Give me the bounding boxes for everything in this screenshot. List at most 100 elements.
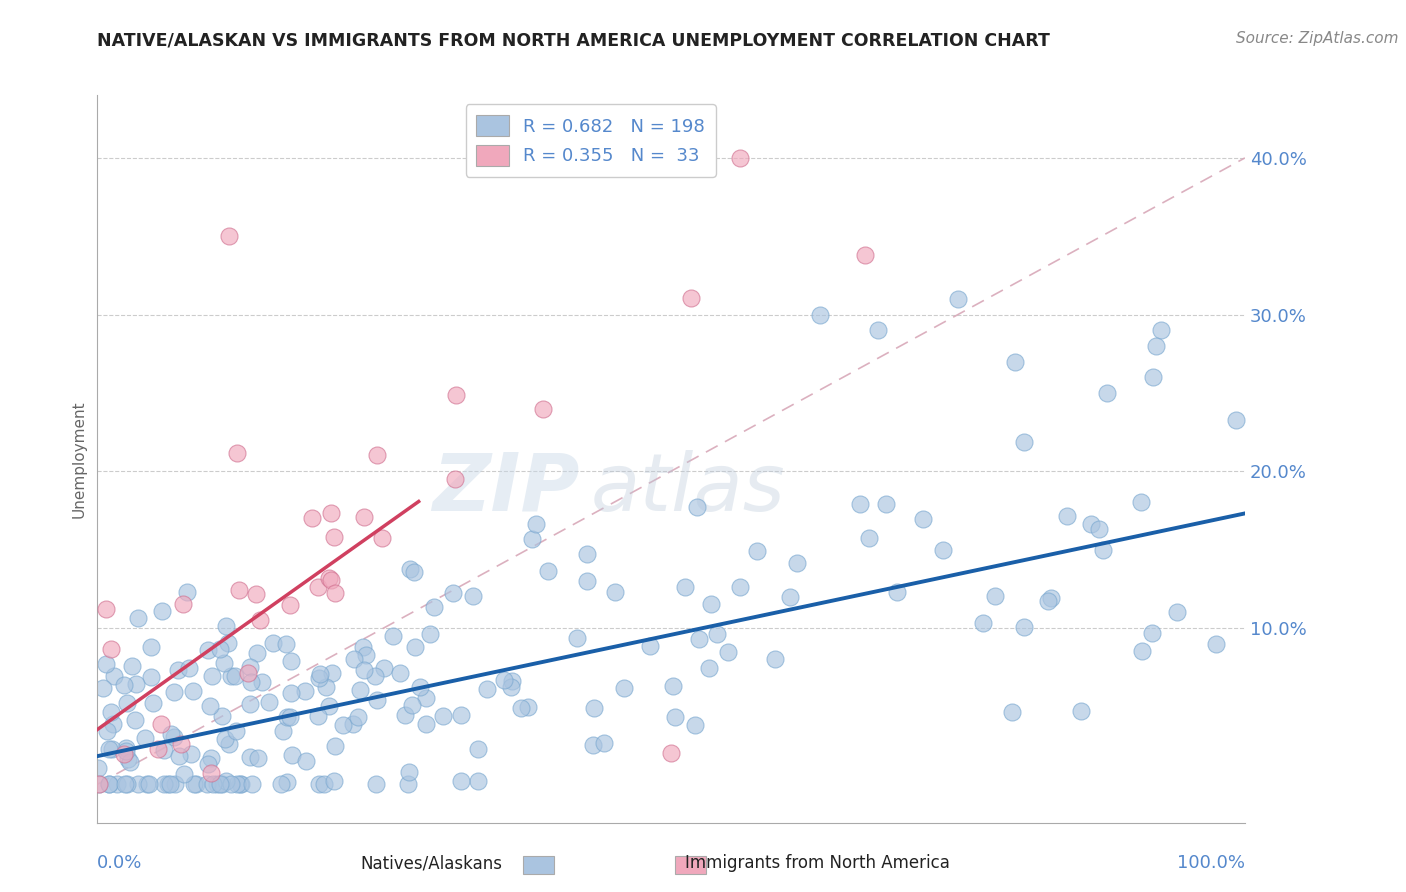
Point — [120, 756, 142, 770]
Point — [124, 713, 146, 727]
Point — [318, 698, 340, 713]
Point — [467, 742, 489, 756]
Point — [1056, 509, 1078, 524]
Point — [866, 323, 889, 337]
Point — [239, 659, 262, 673]
Point — [531, 402, 554, 417]
Point — [323, 739, 346, 754]
Point — [779, 590, 801, 604]
Point — [197, 777, 219, 791]
Point — [323, 774, 346, 789]
Point — [353, 663, 375, 677]
Point — [683, 717, 706, 731]
Point — [318, 571, 340, 585]
Point — [401, 698, 423, 713]
Point — [127, 777, 149, 791]
Point — [103, 669, 125, 683]
Point — [638, 639, 661, 653]
Point — [96, 601, 118, 615]
Point — [153, 742, 176, 756]
Point — [524, 516, 547, 531]
Point — [349, 683, 371, 698]
Point — [278, 598, 301, 612]
Point — [422, 599, 444, 614]
Point — [141, 640, 163, 654]
Point — [271, 723, 294, 738]
Point — [315, 680, 337, 694]
Point — [162, 685, 184, 699]
Point — [1014, 434, 1036, 449]
Point — [160, 727, 183, 741]
Point — [239, 674, 262, 689]
Point — [853, 248, 876, 262]
Y-axis label: Unemployment: Unemployment — [72, 401, 86, 518]
Point — [214, 656, 236, 670]
Point — [517, 699, 540, 714]
Point — [1225, 413, 1247, 427]
Point — [373, 661, 395, 675]
Point — [415, 691, 437, 706]
Point — [613, 681, 636, 695]
Point — [87, 777, 110, 791]
Point — [321, 573, 343, 587]
Point — [932, 542, 955, 557]
Point — [409, 680, 432, 694]
Point — [127, 611, 149, 625]
Point — [1132, 644, 1154, 658]
Point — [226, 446, 249, 460]
Point — [1142, 370, 1164, 384]
Point — [96, 723, 118, 738]
Point — [1039, 591, 1062, 605]
Point — [200, 750, 222, 764]
Point — [115, 696, 138, 710]
Text: Natives/Alaskans: Natives/Alaskans — [360, 855, 502, 872]
Point — [198, 698, 221, 713]
Point — [89, 777, 111, 791]
Point — [186, 777, 208, 791]
Point — [603, 585, 626, 599]
Point — [225, 777, 247, 791]
Point — [245, 587, 267, 601]
Point — [176, 584, 198, 599]
Point — [250, 674, 273, 689]
Point — [593, 737, 616, 751]
Point — [697, 661, 720, 675]
Point — [281, 747, 304, 762]
Point — [249, 613, 271, 627]
Text: 0.0%: 0.0% — [97, 855, 143, 872]
Point — [537, 564, 560, 578]
Point — [280, 655, 302, 669]
Point — [239, 750, 262, 764]
Point — [1080, 517, 1102, 532]
Point — [280, 710, 302, 724]
Point — [450, 707, 472, 722]
Point — [270, 777, 292, 791]
Point — [886, 585, 908, 599]
Point — [121, 659, 143, 673]
Text: Immigrants from North America: Immigrants from North America — [685, 855, 950, 872]
Point — [1004, 354, 1026, 368]
Point — [501, 680, 523, 694]
Point — [114, 777, 136, 791]
Point — [294, 684, 316, 698]
Point — [163, 731, 186, 745]
Point — [211, 777, 233, 791]
Point — [808, 308, 831, 322]
Point — [229, 777, 252, 791]
Point — [197, 643, 219, 657]
Point — [706, 627, 728, 641]
Point — [399, 562, 422, 576]
Point — [1166, 605, 1188, 619]
Point — [247, 751, 270, 765]
Point — [321, 665, 343, 680]
Point — [156, 777, 179, 791]
Point — [343, 652, 366, 666]
Point — [717, 645, 740, 659]
Point — [98, 777, 121, 791]
Point — [142, 696, 165, 710]
Point — [728, 580, 751, 594]
Legend: R = 0.682   N = 198, R = 0.355   N =  33: R = 0.682 N = 198, R = 0.355 N = 33 — [465, 104, 716, 177]
Point — [100, 705, 122, 719]
Point — [1140, 625, 1163, 640]
Point — [218, 737, 240, 751]
